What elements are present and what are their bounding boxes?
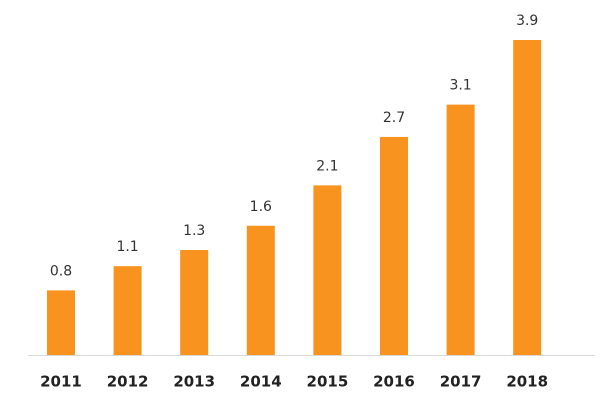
data-label: 0.8 — [50, 263, 72, 279]
x-tick-label: 2014 — [240, 373, 282, 391]
data-label: 2.7 — [383, 110, 405, 126]
data-label: 3.9 — [516, 13, 538, 29]
bar — [380, 136, 408, 355]
x-tick-label: 2013 — [173, 373, 215, 391]
x-tick-label: 2018 — [506, 373, 548, 391]
data-label: 1.6 — [250, 199, 272, 215]
x-tick-label: 2017 — [440, 373, 482, 391]
x-tick-label: 2015 — [307, 373, 349, 391]
bar — [180, 250, 209, 355]
data-label: 2.1 — [316, 158, 338, 174]
data-label: 3.1 — [449, 78, 471, 94]
x-tick-label: 2016 — [373, 373, 415, 391]
bar — [246, 225, 275, 355]
bar — [47, 290, 75, 355]
bar — [313, 185, 342, 355]
x-tick-label: 2012 — [107, 373, 149, 391]
data-label: 1.3 — [183, 223, 205, 239]
data-label: 1.1 — [116, 239, 138, 255]
bar — [513, 40, 542, 355]
x-tick-label: 2011 — [40, 373, 82, 391]
bar — [113, 266, 142, 355]
bar — [446, 104, 475, 355]
